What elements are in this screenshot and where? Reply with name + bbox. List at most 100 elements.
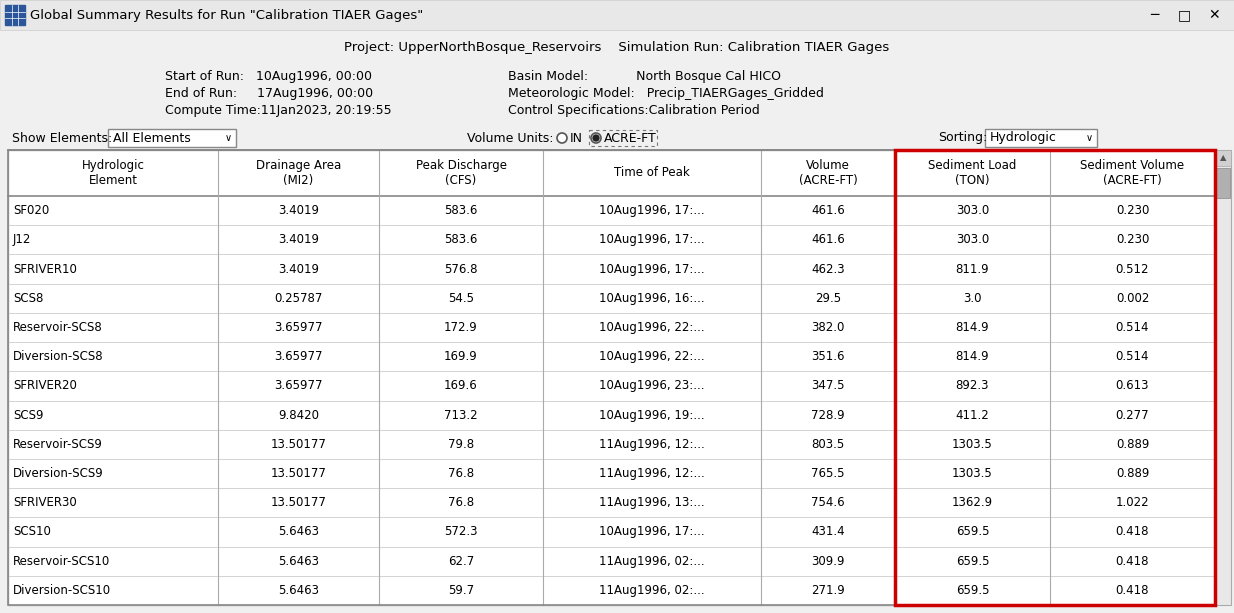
Text: 462.3: 462.3 xyxy=(811,262,845,275)
Text: 0.418: 0.418 xyxy=(1116,584,1149,597)
Text: 11Aug1996, 12:...: 11Aug1996, 12:... xyxy=(600,467,705,480)
Text: 11Aug1996, 12:...: 11Aug1996, 12:... xyxy=(600,438,705,451)
Text: 169.9: 169.9 xyxy=(444,350,478,363)
Text: 0.418: 0.418 xyxy=(1116,525,1149,538)
Text: 411.2: 411.2 xyxy=(955,409,990,422)
Text: 11Aug1996, 13:...: 11Aug1996, 13:... xyxy=(600,497,705,509)
Text: ▲: ▲ xyxy=(1219,153,1227,162)
Text: 0.230: 0.230 xyxy=(1116,234,1149,246)
Text: ACRE-FT: ACRE-FT xyxy=(603,132,656,145)
Text: 10Aug1996, 22:...: 10Aug1996, 22:... xyxy=(600,350,705,363)
Text: ✕: ✕ xyxy=(1208,8,1220,22)
Text: 461.6: 461.6 xyxy=(811,234,845,246)
Text: 1303.5: 1303.5 xyxy=(953,438,993,451)
Text: SFRIVER10: SFRIVER10 xyxy=(14,262,77,275)
Text: 0.277: 0.277 xyxy=(1116,409,1149,422)
Text: Time of Peak: Time of Peak xyxy=(615,167,690,180)
Text: Sorting:: Sorting: xyxy=(938,132,987,145)
Text: 3.4019: 3.4019 xyxy=(278,204,320,217)
Text: 659.5: 659.5 xyxy=(956,525,990,538)
Text: 309.9: 309.9 xyxy=(811,555,845,568)
Text: Start of Run:   10Aug1996, 00:00: Start of Run: 10Aug1996, 00:00 xyxy=(165,70,371,83)
Text: Show Elements:: Show Elements: xyxy=(12,132,112,145)
Bar xyxy=(589,130,656,146)
Text: 0.514: 0.514 xyxy=(1116,321,1149,334)
Text: 76.8: 76.8 xyxy=(448,467,474,480)
Text: Meteorologic Model:   Precip_TIAERGages_Gridded: Meteorologic Model: Precip_TIAERGages_Gr… xyxy=(508,87,824,100)
Bar xyxy=(1215,150,1232,166)
Text: Volume
(ACRE-FT): Volume (ACRE-FT) xyxy=(798,159,858,187)
Text: 13.50177: 13.50177 xyxy=(270,467,327,480)
Text: ∨: ∨ xyxy=(225,133,232,143)
Circle shape xyxy=(557,133,566,143)
Text: 765.5: 765.5 xyxy=(811,467,845,480)
Text: Diversion-SCS9: Diversion-SCS9 xyxy=(14,467,104,480)
Text: Diversion-SCS8: Diversion-SCS8 xyxy=(14,350,104,363)
Text: End of Run:     17Aug1996, 00:00: End of Run: 17Aug1996, 00:00 xyxy=(165,87,373,100)
Text: 0.514: 0.514 xyxy=(1116,350,1149,363)
Text: SCS9: SCS9 xyxy=(14,409,43,422)
Bar xyxy=(7,150,1215,605)
Text: J12: J12 xyxy=(14,234,31,246)
Text: 3.4019: 3.4019 xyxy=(278,234,320,246)
Text: IN: IN xyxy=(570,132,582,145)
Text: 3.0: 3.0 xyxy=(964,292,982,305)
Text: Hydrologic
Element: Hydrologic Element xyxy=(81,159,144,187)
Text: 13.50177: 13.50177 xyxy=(270,497,327,509)
Text: 3.65977: 3.65977 xyxy=(274,350,323,363)
Text: 0.613: 0.613 xyxy=(1116,379,1149,392)
Text: 3.4019: 3.4019 xyxy=(278,262,320,275)
Text: 271.9: 271.9 xyxy=(811,584,845,597)
Text: 576.8: 576.8 xyxy=(444,262,478,275)
Bar xyxy=(109,129,236,147)
Text: 169.6: 169.6 xyxy=(444,379,478,392)
Text: 29.5: 29.5 xyxy=(814,292,842,305)
Text: All Elements: All Elements xyxy=(114,132,191,145)
Text: 3.65977: 3.65977 xyxy=(274,379,323,392)
Text: 3.65977: 3.65977 xyxy=(274,321,323,334)
Text: 0.418: 0.418 xyxy=(1116,555,1149,568)
Text: 728.9: 728.9 xyxy=(811,409,845,422)
Text: 431.4: 431.4 xyxy=(811,525,845,538)
Text: Diversion-SCS10: Diversion-SCS10 xyxy=(14,584,111,597)
Text: 76.8: 76.8 xyxy=(448,497,474,509)
Text: Sediment Volume
(ACRE-FT): Sediment Volume (ACRE-FT) xyxy=(1081,159,1185,187)
Text: Hydrologic: Hydrologic xyxy=(990,132,1056,145)
Text: 10Aug1996, 17:...: 10Aug1996, 17:... xyxy=(600,525,705,538)
Text: Compute Time:11Jan2023, 20:19:55: Compute Time:11Jan2023, 20:19:55 xyxy=(165,104,391,117)
Text: Basin Model:            North Bosque Cal HICO: Basin Model: North Bosque Cal HICO xyxy=(508,70,781,83)
Bar xyxy=(5,5,25,25)
Text: 10Aug1996, 19:...: 10Aug1996, 19:... xyxy=(600,409,705,422)
Text: 713.2: 713.2 xyxy=(444,409,478,422)
Text: Control Specifications:Calibration Period: Control Specifications:Calibration Perio… xyxy=(508,104,760,117)
Text: 892.3: 892.3 xyxy=(956,379,990,392)
Text: 5.6463: 5.6463 xyxy=(278,525,320,538)
Text: 10Aug1996, 16:...: 10Aug1996, 16:... xyxy=(600,292,705,305)
Text: Reservoir-SCS8: Reservoir-SCS8 xyxy=(14,321,102,334)
Text: 10Aug1996, 17:...: 10Aug1996, 17:... xyxy=(600,204,705,217)
Text: 1303.5: 1303.5 xyxy=(953,467,993,480)
Bar xyxy=(895,150,1215,605)
Circle shape xyxy=(594,135,598,141)
Text: Global Summary Results for Run "Calibration TIAER Gages": Global Summary Results for Run "Calibrat… xyxy=(30,9,423,21)
Bar xyxy=(7,150,1215,605)
Text: 5.6463: 5.6463 xyxy=(278,584,320,597)
Text: 5.6463: 5.6463 xyxy=(278,555,320,568)
Text: Volume Units:: Volume Units: xyxy=(466,132,554,145)
Text: 13.50177: 13.50177 xyxy=(270,438,327,451)
Text: Project: UpperNorthBosque_Reservoirs    Simulation Run: Calibration TIAER Gages: Project: UpperNorthBosque_Reservoirs Sim… xyxy=(344,42,890,55)
Text: 814.9: 814.9 xyxy=(955,350,990,363)
Text: ∨: ∨ xyxy=(1086,133,1092,143)
Text: Reservoir-SCS9: Reservoir-SCS9 xyxy=(14,438,102,451)
Text: 382.0: 382.0 xyxy=(811,321,845,334)
Text: 659.5: 659.5 xyxy=(956,555,990,568)
Text: SCS8: SCS8 xyxy=(14,292,43,305)
Text: Drainage Area
(MI2): Drainage Area (MI2) xyxy=(255,159,341,187)
Text: 803.5: 803.5 xyxy=(812,438,844,451)
Text: 1.022: 1.022 xyxy=(1116,497,1149,509)
Text: SCS10: SCS10 xyxy=(14,525,51,538)
Bar xyxy=(1215,168,1230,198)
Bar xyxy=(1215,150,1232,605)
Text: 10Aug1996, 23:...: 10Aug1996, 23:... xyxy=(600,379,705,392)
Text: 811.9: 811.9 xyxy=(955,262,990,275)
